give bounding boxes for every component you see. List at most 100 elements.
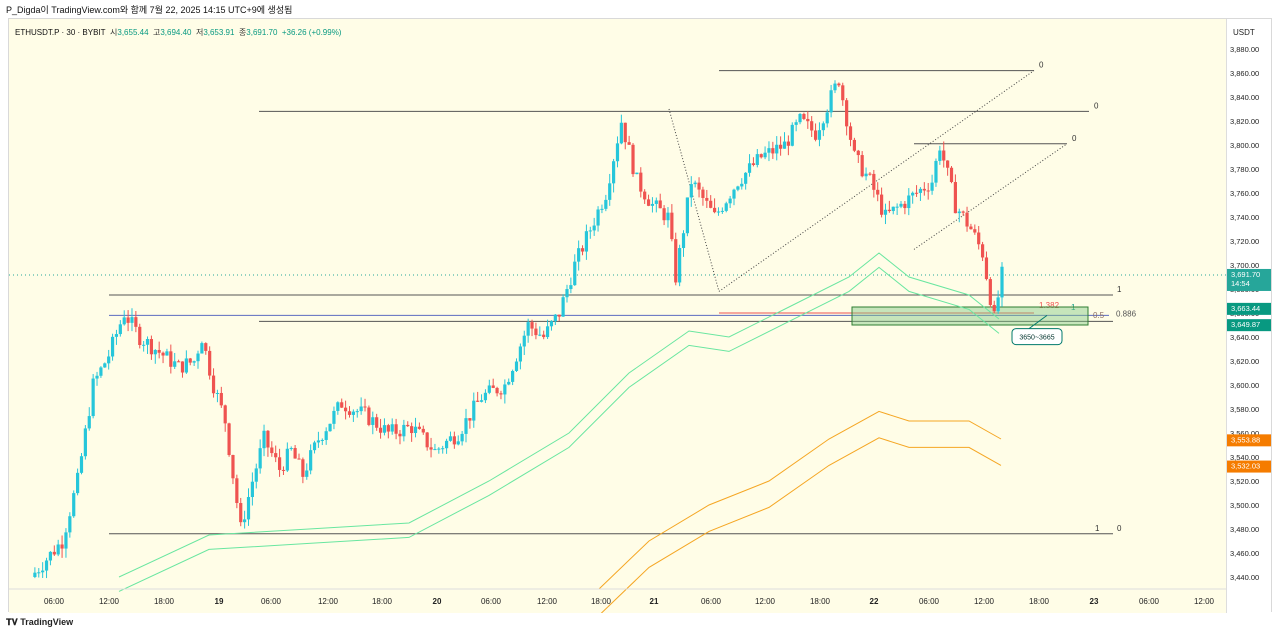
candle (650, 203, 655, 206)
band-orange-lower (600, 437, 1002, 613)
candle (165, 351, 169, 356)
candle (145, 339, 150, 345)
candle (390, 424, 394, 432)
candle (347, 411, 352, 415)
candle (153, 349, 157, 355)
y-tick-label: 3,800.00 (1230, 141, 1259, 150)
candle (926, 190, 930, 192)
symbol-label[interactable]: ETHUSDT.P · 30 · BYBIT (15, 28, 106, 37)
candle (37, 572, 41, 574)
price-tag-value: 3,532.03 (1231, 462, 1260, 471)
price-tag (1227, 302, 1271, 315)
candle (557, 314, 561, 317)
candle (491, 385, 495, 388)
x-tick-label: 19 (215, 597, 224, 606)
candle (324, 431, 328, 440)
candle (798, 113, 802, 123)
candle (942, 150, 946, 161)
candle (130, 317, 134, 323)
tradingview-logo[interactable]: 𝐓𝐕 TradingView (6, 617, 73, 628)
candle (76, 472, 80, 494)
candle (716, 211, 721, 213)
level-label: 0 (1117, 524, 1122, 533)
candle (157, 349, 161, 353)
x-tick-label: 12:00 (537, 597, 558, 606)
x-tick-label: 06:00 (44, 597, 65, 606)
candle (747, 163, 752, 173)
candle (83, 428, 87, 457)
currency-label: USDT (1233, 28, 1255, 37)
candle (444, 440, 449, 449)
zone-callout-line (1028, 314, 1048, 330)
candle (918, 188, 923, 193)
candle (378, 427, 383, 433)
candle (701, 189, 705, 198)
candle (429, 447, 433, 450)
candle (204, 343, 208, 351)
candle (309, 450, 313, 471)
candle (806, 118, 810, 122)
candle (810, 121, 814, 131)
zone-callout-box (1011, 328, 1063, 346)
candle (499, 393, 503, 395)
candle (751, 163, 756, 165)
candle (250, 481, 254, 498)
candle (732, 189, 736, 199)
candle (460, 433, 464, 442)
candle (868, 173, 872, 175)
candle (180, 361, 185, 373)
y-tick-label: 3,460.00 (1230, 549, 1259, 558)
candle (965, 212, 969, 227)
low-label: 저 (195, 28, 204, 37)
support-zone (851, 306, 1089, 326)
candle (755, 154, 759, 165)
candle (64, 532, 68, 549)
y-tick-label: 3,760.00 (1230, 189, 1259, 198)
candle (44, 560, 49, 571)
candle (790, 124, 794, 146)
candle (235, 478, 239, 504)
candle (227, 423, 231, 456)
candle (456, 441, 460, 445)
candle (786, 141, 790, 146)
candle (281, 469, 286, 471)
candle (697, 182, 701, 190)
candle (724, 203, 728, 211)
candle (518, 346, 522, 362)
x-tick-label: 06:00 (701, 597, 722, 606)
price-tag (1227, 319, 1271, 332)
candle (852, 139, 857, 151)
y-tick-label: 3,820.00 (1230, 117, 1259, 126)
candle (930, 182, 934, 191)
candle (635, 172, 639, 175)
candle (794, 122, 798, 125)
candle (173, 361, 177, 367)
candle (289, 448, 293, 450)
high-value: 3,694.40 (160, 28, 192, 37)
x-tick-label: 18:00 (591, 597, 612, 606)
candle (577, 248, 581, 262)
candle (549, 321, 554, 327)
candle (654, 200, 658, 204)
candle (285, 448, 289, 471)
candle (782, 141, 787, 149)
x-tick-label: 23 (1090, 597, 1099, 606)
y-tick-label: 3,560.00 (1230, 429, 1259, 438)
candle (421, 428, 425, 433)
candle (60, 544, 64, 549)
candle (720, 210, 724, 212)
candle (522, 335, 526, 347)
chart-area[interactable]: 0001101.38210.50.8863650~366506:0012:001… (8, 18, 1272, 613)
candle (907, 195, 911, 209)
candle (33, 572, 37, 577)
candle (274, 453, 278, 458)
x-tick-label: 12:00 (755, 597, 776, 606)
candle (363, 406, 367, 408)
candle (631, 144, 635, 175)
price-axis[interactable]: USDT 3,440.00 3,460.00 3,480.00 3,500.00 3,52… (1226, 19, 1271, 613)
open-value: 3,655.44 (117, 28, 149, 37)
price-chart[interactable]: 0001101.38210.50.8863650~366506:0012:001… (9, 19, 1229, 613)
candle (208, 350, 212, 376)
candle (666, 212, 670, 221)
candle (980, 244, 985, 258)
